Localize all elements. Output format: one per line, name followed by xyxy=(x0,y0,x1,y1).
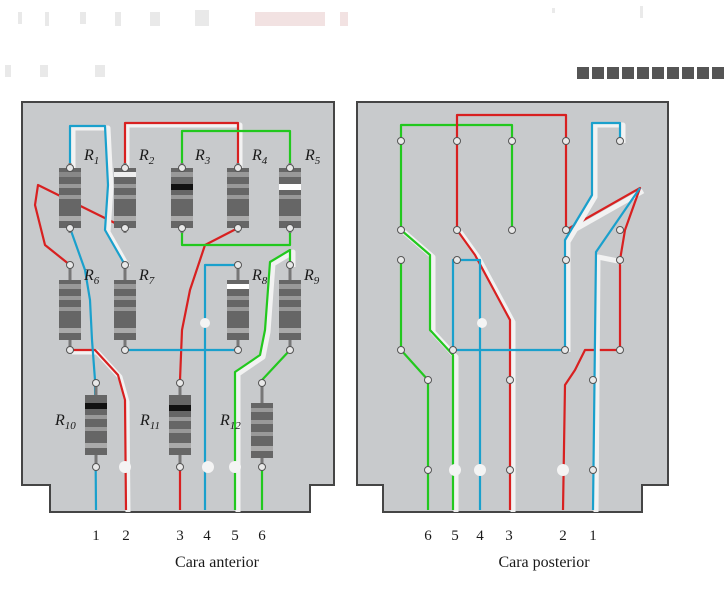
resistor-r4 xyxy=(227,163,249,233)
label-r12-main: R xyxy=(219,412,230,429)
front-holes xyxy=(66,164,294,471)
label-r9-main: R xyxy=(303,267,314,284)
front-board: R1 R2 R3 R4 R5 R6 R7 R8 R9 R10 R11 R12 1… xyxy=(21,101,335,571)
front-pin-6: 6 xyxy=(258,528,266,544)
label-r3-sub: 3 xyxy=(204,155,211,167)
label-r3-main: R xyxy=(194,147,205,164)
svg-text:R11: R11 xyxy=(139,412,160,432)
svg-text:R8: R8 xyxy=(251,267,268,287)
label-r4-sub: 4 xyxy=(262,155,268,167)
label-r4-main: R xyxy=(251,147,262,164)
label-r7-main: R xyxy=(138,267,149,284)
svg-text:R2: R2 xyxy=(138,147,155,167)
front-pin-numbers: 1 2 3 4 5 6 xyxy=(92,528,266,544)
resistor-r1 xyxy=(59,163,81,233)
back-pin-2: 2 xyxy=(559,528,567,544)
label-r8-main: R xyxy=(251,267,262,284)
back-pin-1: 1 xyxy=(589,528,597,544)
back-white-dots xyxy=(449,318,569,476)
front-caption: Cara anterior xyxy=(175,554,260,571)
back-pin-6: 6 xyxy=(424,528,432,544)
label-r6-main: R xyxy=(83,267,94,284)
front-pin-5: 5 xyxy=(231,528,239,544)
svg-text:R1: R1 xyxy=(83,147,99,167)
front-white-dots xyxy=(119,318,241,473)
back-caption: Cara posterior xyxy=(498,554,590,571)
back-pin-4: 4 xyxy=(476,528,484,544)
resistor-r3 xyxy=(171,163,193,233)
label-r12-sub: 12 xyxy=(230,420,242,432)
back-pin-5: 5 xyxy=(451,528,459,544)
svg-text:R10: R10 xyxy=(54,412,76,432)
resistor-r10 xyxy=(85,380,107,467)
resistor-r9 xyxy=(279,265,301,350)
resistor-r7 xyxy=(114,265,136,350)
label-r11-sub: 11 xyxy=(150,420,160,432)
front-resistor-labels: R1 R2 R3 R4 R5 R6 R7 R8 R9 R10 R11 R12 xyxy=(54,147,321,432)
label-r2-main: R xyxy=(138,147,149,164)
resistor-r11 xyxy=(169,380,191,467)
svg-text:R4: R4 xyxy=(251,147,268,167)
header-noise xyxy=(5,6,643,77)
back-red-wires xyxy=(455,113,645,512)
svg-text:R12: R12 xyxy=(219,412,241,432)
back-holes xyxy=(397,137,624,474)
svg-text:R3: R3 xyxy=(194,147,211,167)
back-pin-numbers: 6 5 4 3 2 1 xyxy=(424,528,597,544)
back-green-wires xyxy=(399,123,514,512)
label-r5-main: R xyxy=(304,147,315,164)
svg-text:R7: R7 xyxy=(138,267,155,287)
label-r2-sub: 2 xyxy=(149,155,155,167)
front-pin-4: 4 xyxy=(203,528,211,544)
svg-text:R9: R9 xyxy=(303,267,320,287)
label-r10-sub: 10 xyxy=(65,420,77,432)
label-r6-sub: 6 xyxy=(94,275,100,287)
label-r9-sub: 9 xyxy=(314,275,320,287)
front-resistors xyxy=(59,163,301,468)
label-r7-sub: 7 xyxy=(149,275,155,287)
label-r1-main: R xyxy=(83,147,94,164)
back-board: 6 5 4 3 2 1 Cara posterior xyxy=(356,101,669,571)
resistor-r12 xyxy=(251,380,273,468)
svg-text:R6: R6 xyxy=(83,267,100,287)
back-pin-3: 3 xyxy=(505,528,513,544)
svg-text:R5: R5 xyxy=(304,147,321,167)
resistor-r8 xyxy=(227,265,249,350)
front-pin-2: 2 xyxy=(122,528,130,544)
label-r1-sub: 1 xyxy=(94,155,100,167)
front-red-wires xyxy=(33,121,243,513)
front-pin-1: 1 xyxy=(92,528,100,544)
front-green-wires xyxy=(180,129,296,512)
resistor-r6 xyxy=(59,265,81,350)
front-pin-3: 3 xyxy=(176,528,184,544)
label-r8-sub: 8 xyxy=(262,275,268,287)
resistor-r2 xyxy=(114,163,136,233)
label-r5-sub: 5 xyxy=(315,155,321,167)
label-r11-main: R xyxy=(139,412,150,429)
resistor-r5 xyxy=(279,163,301,233)
label-r10-main: R xyxy=(54,412,65,429)
header-logo-mark xyxy=(577,67,724,79)
